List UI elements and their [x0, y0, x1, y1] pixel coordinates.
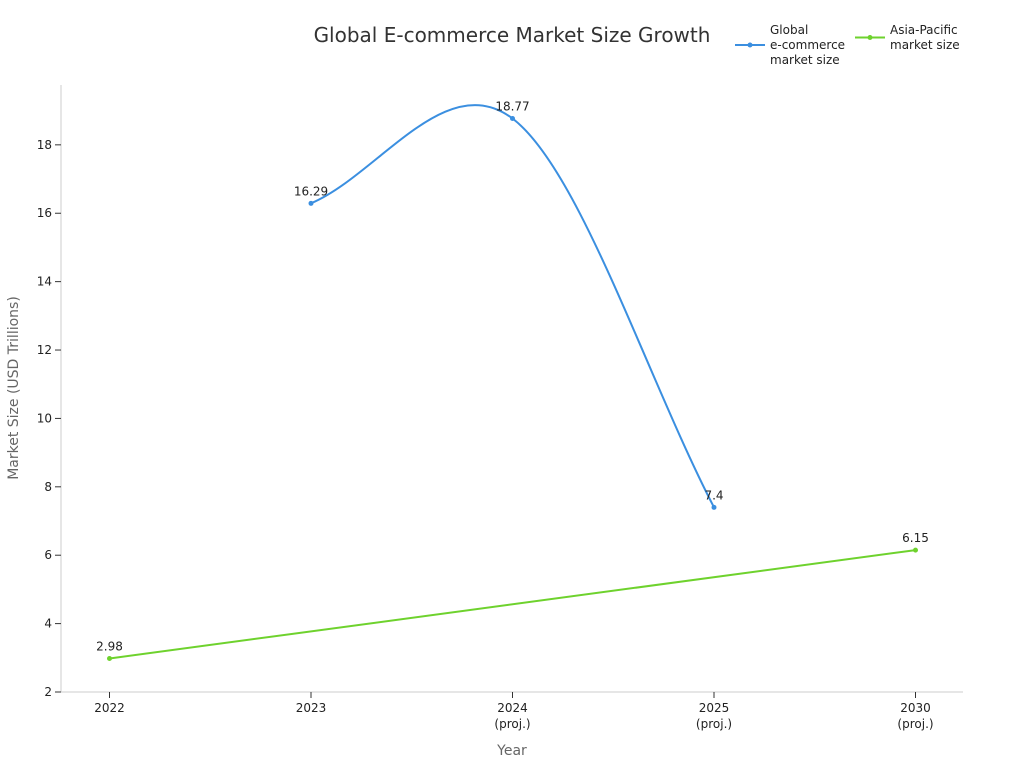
y-tick-label: 18 [37, 138, 52, 152]
x-tick-label: 2024 (proj.) [494, 701, 530, 731]
y-tick-label: 4 [44, 617, 52, 631]
data-label: 16.29 [294, 184, 328, 198]
y-tick-label: 12 [37, 343, 52, 357]
y-tick-label: 16 [37, 206, 52, 220]
x-axis-title: Year [496, 743, 527, 759]
y-tick-label: 8 [44, 480, 52, 494]
data-label: 2.98 [96, 639, 123, 653]
y-tick-label: 2 [44, 685, 52, 699]
legend-label: Asia-Pacific market size [890, 23, 960, 52]
legend-marker [867, 35, 873, 40]
y-tick-label: 10 [37, 411, 52, 425]
data-point [107, 655, 112, 661]
data-point [913, 547, 918, 553]
chart-title: Global E-commerce Market Size Growth [314, 23, 711, 47]
data-point [308, 200, 314, 206]
legend: Global e-commerce market size Asia-Pacific m… [735, 23, 960, 67]
series-line-0 [310, 104, 715, 508]
x-tick-label: 2030 (proj.) [897, 701, 933, 731]
data-label: 7.4 [704, 488, 723, 502]
data-point [711, 504, 717, 510]
data-label: 18.77 [495, 100, 529, 114]
legend-marker [747, 42, 753, 48]
y-axis-title: Market Size (USD Trillions) [6, 296, 22, 480]
x-tick-label: 2025 (proj.) [696, 701, 732, 731]
data-point [510, 116, 515, 122]
series-line-1 [109, 549, 916, 660]
x-tick-label: 2023 [296, 701, 327, 715]
legend-label: Global e-commerce market size [770, 23, 845, 67]
data-label: 6.15 [902, 531, 929, 545]
x-tick-label: 2022 [94, 701, 125, 715]
y-tick-label: 6 [44, 548, 52, 562]
axes: 2 4 6 8 10 12 14 16 18 2022 2023 2024 (proj.) 2025 (pr… [37, 85, 963, 731]
y-tick-label: 14 [37, 275, 52, 289]
series-layer: 16.29 18.77 7.4 2.98 6.15 [96, 100, 929, 661]
